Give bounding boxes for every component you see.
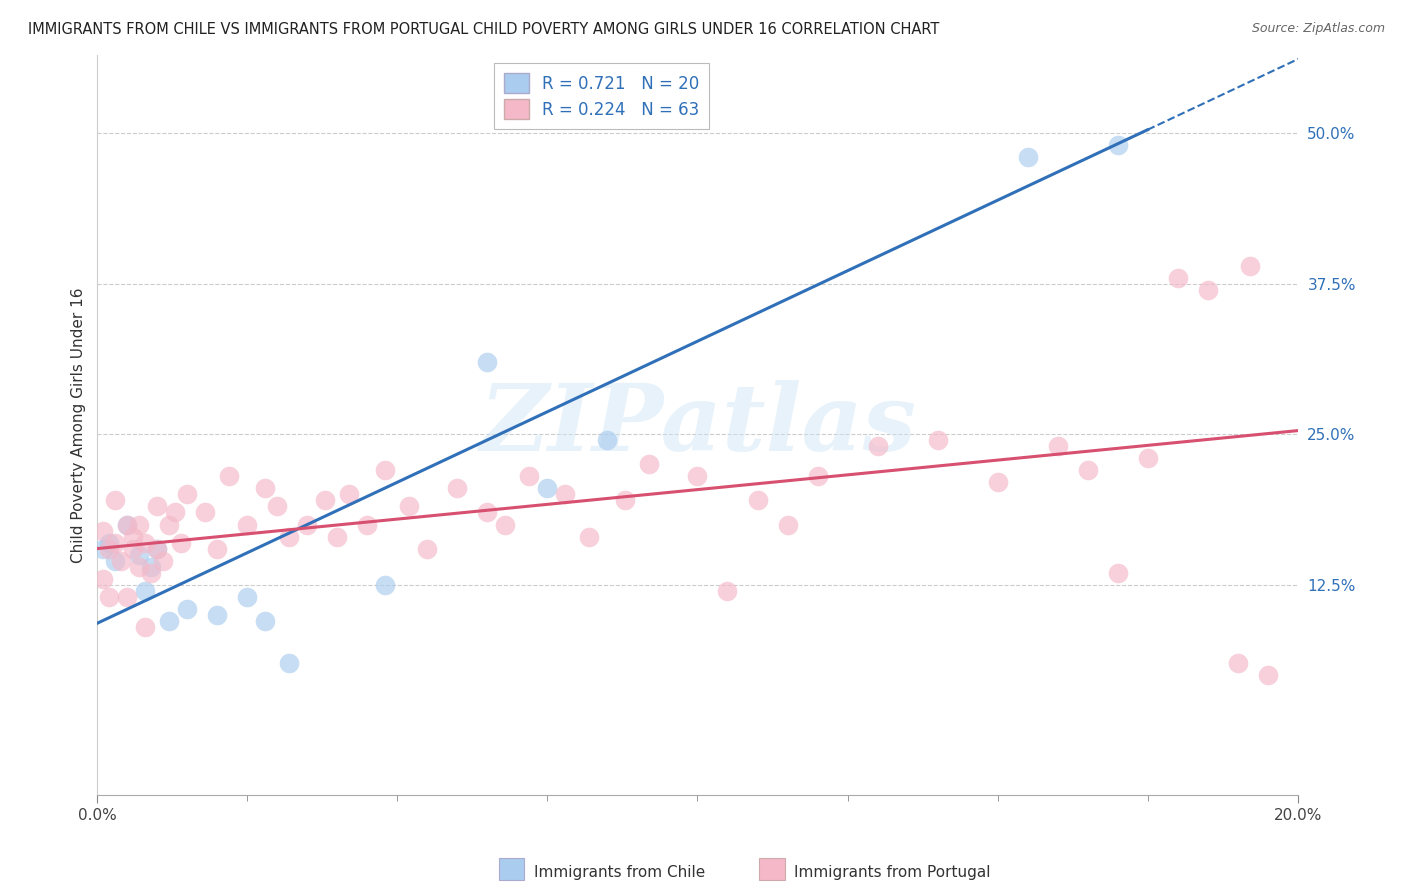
- Point: [104, 493, 127, 508]
- Point: [236, 517, 259, 532]
- Point: [146, 541, 169, 556]
- Point: [866, 439, 889, 453]
- Point: [596, 434, 619, 448]
- Point: [165, 506, 187, 520]
- Point: [536, 482, 558, 496]
- Point: [1226, 656, 1249, 670]
- Point: [93, 541, 115, 556]
- Point: [776, 517, 799, 532]
- Point: [110, 553, 132, 567]
- Point: [987, 475, 1010, 490]
- Point: [104, 535, 127, 549]
- Point: [236, 590, 259, 604]
- Point: [266, 500, 288, 514]
- Point: [1077, 463, 1099, 477]
- Point: [374, 577, 396, 591]
- Point: [98, 590, 121, 604]
- Point: [1197, 283, 1219, 297]
- Point: [141, 566, 163, 580]
- Point: [141, 559, 163, 574]
- Point: [152, 553, 174, 567]
- Point: [194, 506, 217, 520]
- Point: [416, 541, 439, 556]
- Point: [134, 620, 156, 634]
- Point: [614, 493, 637, 508]
- Point: [927, 434, 949, 448]
- Text: Source: ZipAtlas.com: Source: ZipAtlas.com: [1251, 22, 1385, 36]
- Point: [117, 517, 139, 532]
- Text: ZIPatlas: ZIPatlas: [479, 380, 915, 470]
- Point: [554, 487, 576, 501]
- Point: [157, 614, 180, 628]
- Point: [446, 482, 468, 496]
- Point: [578, 529, 600, 543]
- Text: Immigrants from Portugal: Immigrants from Portugal: [794, 865, 991, 880]
- Point: [1107, 566, 1129, 580]
- Point: [1046, 439, 1069, 453]
- Point: [638, 458, 661, 472]
- Point: [297, 517, 319, 532]
- Point: [1017, 150, 1039, 164]
- Point: [747, 493, 769, 508]
- Point: [218, 469, 240, 483]
- Point: [146, 541, 169, 556]
- Point: [93, 572, 115, 586]
- Point: [398, 500, 420, 514]
- Point: [1239, 259, 1261, 273]
- Point: [93, 524, 115, 538]
- Point: [356, 517, 378, 532]
- Point: [98, 535, 121, 549]
- Point: [128, 559, 150, 574]
- Point: [326, 529, 349, 543]
- Point: [254, 614, 277, 628]
- Point: [278, 656, 301, 670]
- Point: [128, 548, 150, 562]
- Y-axis label: Child Poverty Among Girls Under 16: Child Poverty Among Girls Under 16: [72, 287, 86, 563]
- Point: [134, 583, 156, 598]
- Point: [176, 601, 198, 615]
- Point: [716, 583, 738, 598]
- Point: [254, 482, 277, 496]
- Point: [176, 487, 198, 501]
- Point: [278, 529, 301, 543]
- Point: [104, 553, 127, 567]
- Text: Immigrants from Chile: Immigrants from Chile: [534, 865, 706, 880]
- Point: [98, 541, 121, 556]
- Point: [1257, 668, 1279, 682]
- Point: [519, 469, 541, 483]
- Legend: R = 0.721   N = 20, R = 0.224   N = 63: R = 0.721 N = 20, R = 0.224 N = 63: [494, 63, 709, 128]
- Point: [157, 517, 180, 532]
- Point: [494, 517, 516, 532]
- Text: IMMIGRANTS FROM CHILE VS IMMIGRANTS FROM PORTUGAL CHILD POVERTY AMONG GIRLS UNDE: IMMIGRANTS FROM CHILE VS IMMIGRANTS FROM…: [28, 22, 939, 37]
- Point: [477, 355, 499, 369]
- Point: [374, 463, 396, 477]
- Point: [806, 469, 828, 483]
- Point: [122, 541, 145, 556]
- Point: [117, 590, 139, 604]
- Point: [1136, 451, 1159, 466]
- Point: [146, 500, 169, 514]
- Point: [686, 469, 709, 483]
- Point: [207, 607, 229, 622]
- Point: [117, 517, 139, 532]
- Point: [207, 541, 229, 556]
- Point: [134, 535, 156, 549]
- Point: [128, 517, 150, 532]
- Point: [477, 506, 499, 520]
- Point: [122, 529, 145, 543]
- Point: [314, 493, 336, 508]
- Point: [1107, 138, 1129, 153]
- Point: [1167, 270, 1189, 285]
- Point: [170, 535, 193, 549]
- Point: [339, 487, 361, 501]
